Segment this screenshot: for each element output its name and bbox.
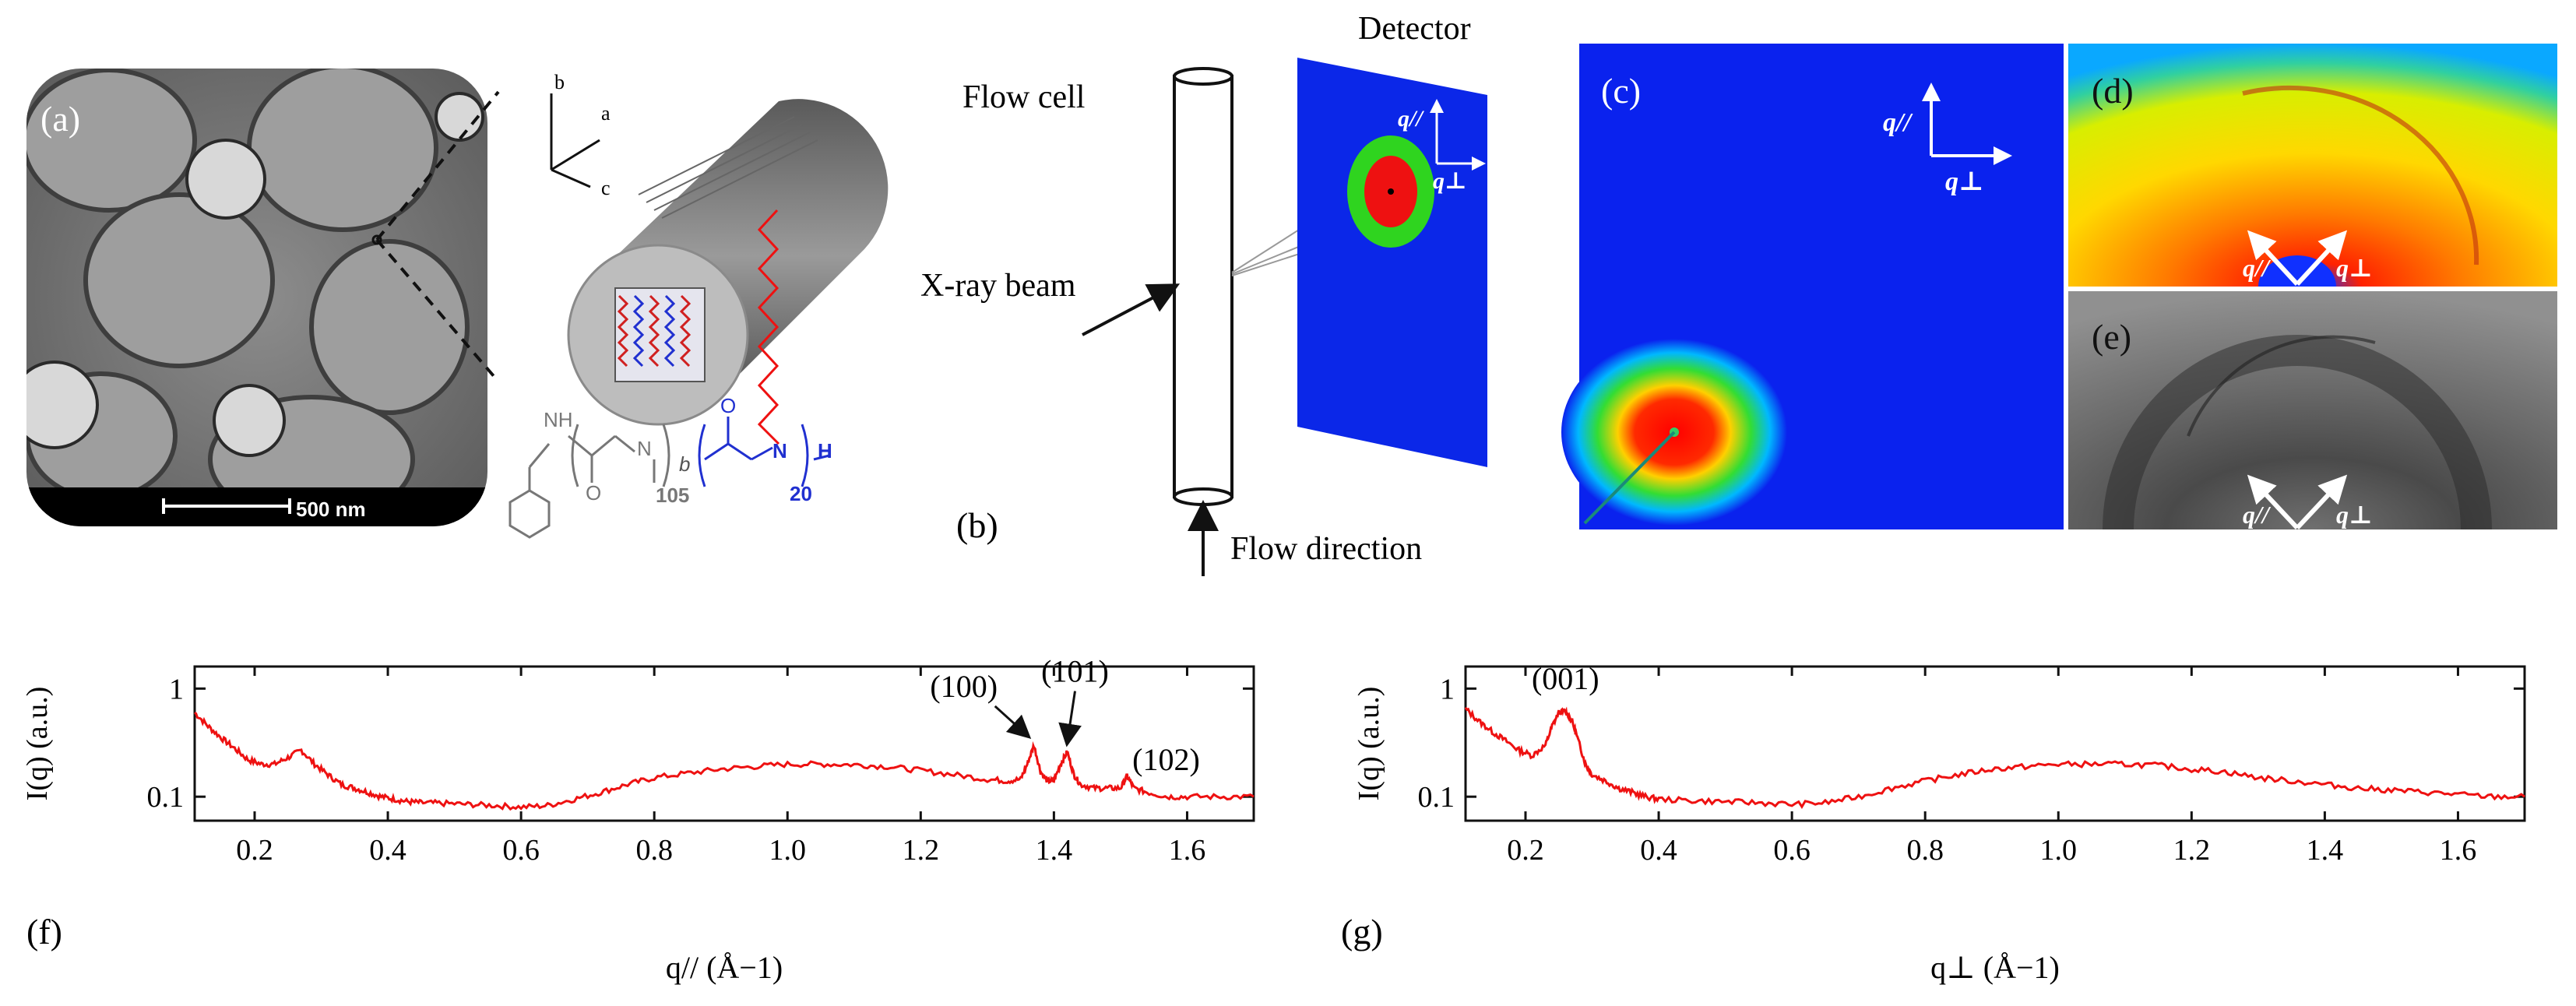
g-xtick-label: 0.4 [1640,834,1677,867]
axis-a: a [601,102,611,125]
label-e: (e) [2092,317,2131,357]
flow-cell-tube [1173,67,1233,506]
det-q-par: q// [1398,106,1424,132]
g-xtick-label: 1.2 [2173,834,2211,867]
chem-o2: O [720,394,736,417]
panel-e: (e) q// q⊥ [2068,291,2557,530]
g-peak-annotation: (001) [1532,661,1599,696]
f-xtick-label: 1.0 [769,834,807,867]
panel-b: Flow cell Detector X-ray beam Flow direc… [920,11,1487,576]
chart-f: (f) I(q) (a.u.) q// (Å−1) 0.2 0.4 0.6 0.8 1.… [21,654,1255,985]
flow-direction-label: Flow direction [1230,531,1422,567]
label-d: (d) [2092,71,2134,111]
e-q-par: q// [2243,501,2272,529]
detector-screen: q// q⊥ [1297,58,1487,467]
label-b: (b) [956,505,998,545]
alkyl-chain [757,209,780,445]
g-xtick-label: 0.2 [1507,834,1544,867]
label-c: (c) [1601,71,1641,111]
g-ytick-label: 1 [1440,673,1455,705]
f-ylabel: I(q) (a.u.) [21,687,54,801]
g-series-line [1464,706,2525,809]
xray-beam-arrow [1082,283,1181,336]
f-xtick-label: 1.2 [903,834,940,867]
f-ytick-label: 1 [169,673,184,705]
crystal-axes [550,93,600,188]
label-f: (f) [26,912,62,951]
c-q-perp: q⊥ [1945,167,1984,196]
chem-n1: N [637,437,652,460]
f-xtick-label: 0.8 [635,834,673,867]
f-peak-annotation: (101) [1041,654,1109,689]
panel-d: (d) q// q⊥ [2068,44,2557,287]
panel-a: 500 nm (a) b a c [26,69,889,539]
label-a: (a) [40,99,80,139]
g-xlabel: q⊥ (Å−1) [1930,950,2060,985]
g-xtick-label: 1.6 [2440,834,2477,867]
chem-n-peg: 105 [656,484,689,507]
tem-micrograph: 500 nm [26,69,487,526]
f-series-line [194,711,1255,811]
chem-h: H [818,439,832,463]
label-g: (g) [1341,912,1383,951]
axis-b: b [554,71,565,93]
g-ylabel: I(q) (a.u.) [1353,687,1385,801]
chart-g: (g) I(q) (a.u.) q⊥ (Å−1) 0.2 0.4 0.6 0.8 1.0… [1341,661,2526,985]
d-q-par: q// [2243,254,2272,282]
f-ytick-label: 0.1 [147,781,185,814]
f-xtick-label: 1.6 [1169,834,1206,867]
chem-block: b [679,452,690,476]
f-peak-arrow [1058,691,1082,747]
g-xtick-label: 0.6 [1773,834,1811,867]
chem-o: O [586,481,601,505]
chem-n-block2: 20 [790,482,812,505]
chem-n2: N [772,439,787,463]
f-xtick-label: 1.4 [1036,834,1073,867]
xray-beam-label: X-ray beam [920,268,1076,304]
nanofiber-rod [567,99,889,426]
c-q-par: q// [1883,108,1913,137]
chemical-structure [509,424,670,539]
f-peak-annotation: (100) [930,669,998,704]
f-xtick-label: 0.6 [502,834,540,867]
g-xtick-label: 1.4 [2307,834,2344,867]
axis-c: c [601,177,611,199]
f-peak-arrow [994,705,1032,739]
g-ytick-label: 0.1 [1418,781,1455,814]
det-q-perp: q⊥ [1433,168,1467,194]
e-q-perp: q⊥ [2336,501,2373,529]
scale-bar-label: 500 nm [296,498,366,521]
g-xtick-label: 1.0 [2040,834,2078,867]
f-xtick-label: 0.4 [369,834,406,867]
d-q-perp: q⊥ [2336,254,2373,282]
f-xlabel: q// (Å−1) [666,950,783,985]
f-xtick-label: 0.2 [236,834,273,867]
detector-label: Detector [1358,11,1471,47]
panel-c: (c) q// q⊥ [1561,44,2064,529]
chem-nh: NH [544,408,573,431]
g-xtick-label: 0.8 [1906,834,1944,867]
f-peak-annotation: (102) [1132,742,1200,777]
flow-cell-label: Flow cell [962,79,1085,115]
